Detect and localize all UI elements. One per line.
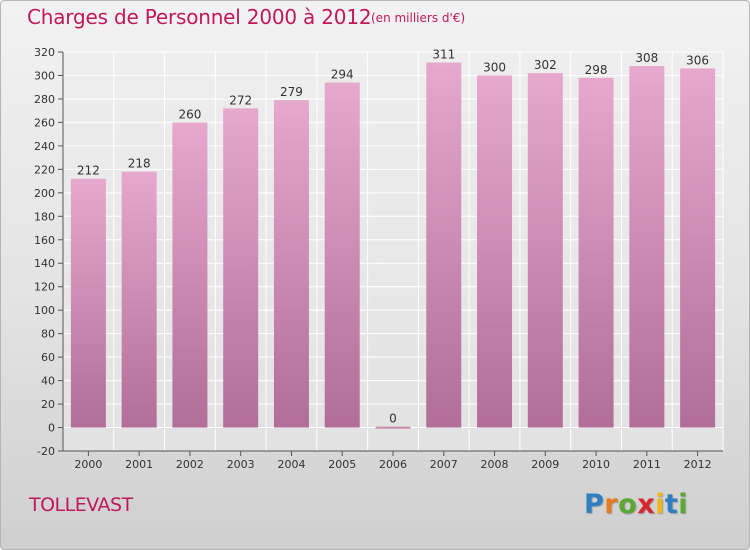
x-tick-label: 2001 [125,458,153,471]
y-tick-label: 220 [34,163,55,176]
y-tick-label: 40 [41,375,55,388]
x-tick-label: 2005 [328,458,356,471]
x-tick-label: 2000 [74,458,102,471]
x-tick-label: 2002 [176,458,204,471]
data-label: 0 [389,412,397,426]
y-tick-label: 100 [34,304,55,317]
bar [121,171,157,428]
chart-title: Charges de Personnel 2000 à 2012 [27,5,372,29]
bar [426,62,462,428]
y-tick-label: 240 [34,140,55,153]
data-label: 311 [432,48,455,62]
bar [477,75,513,428]
bar [680,68,716,428]
proxiti-logo: Proxiti [584,489,688,520]
y-tick-label: 20 [41,398,55,411]
chart-subtitle: (en milliers d'€) [371,11,466,25]
bar [578,77,614,428]
bar [273,100,309,428]
data-label: 298 [585,63,608,77]
y-tick-label: 320 [34,46,55,59]
x-tick-label: 2011 [633,458,661,471]
bar [324,82,360,428]
x-tick-label: 2008 [481,458,509,471]
data-label: 300 [483,60,506,74]
commune-name: TOLLEVAST [29,494,133,516]
y-tick-label: 180 [34,210,55,223]
x-tick-label: 2009 [531,458,559,471]
y-tick-label: 120 [34,281,55,294]
y-tick-label: 140 [34,257,55,270]
data-label: 279 [280,85,303,99]
y-tick-label: 200 [34,187,55,200]
data-label: 272 [229,93,252,107]
x-tick-label: 2010 [582,458,610,471]
y-tick-label: 260 [34,116,55,129]
data-label: 302 [534,58,557,72]
x-tick-label: 2007 [430,458,458,471]
plot-area [63,52,723,451]
bar [629,66,665,428]
bar [375,426,411,429]
logo-letter: r [604,489,619,520]
y-tick-label: 160 [34,234,55,247]
bar [223,108,259,428]
data-label: 212 [77,164,100,178]
logo-letter: o [618,489,638,520]
x-tick-label: 2004 [277,458,305,471]
bar [172,122,208,428]
logo-letter: x [637,489,656,520]
logo-letter: i [655,489,665,520]
data-label: 306 [686,53,709,67]
data-label: 308 [635,51,658,65]
data-label: 260 [178,107,201,121]
logo-letter: t [664,489,679,520]
data-label: 294 [331,68,354,82]
data-label: 218 [128,157,151,171]
bar [70,178,106,428]
y-tick-label: 300 [34,69,55,82]
y-tick-label: 80 [41,328,55,341]
y-tick-label: 60 [41,351,55,364]
y-tick-label: 0 [48,422,55,435]
y-tick-label: 280 [34,93,55,106]
x-tick-label: 2012 [684,458,712,471]
x-tick-label: 2006 [379,458,407,471]
y-tick-label: -20 [37,445,55,458]
logo-letter: i [678,489,689,520]
logo-letter: P [584,489,605,520]
x-tick-label: 2003 [227,458,255,471]
bar [527,73,563,428]
